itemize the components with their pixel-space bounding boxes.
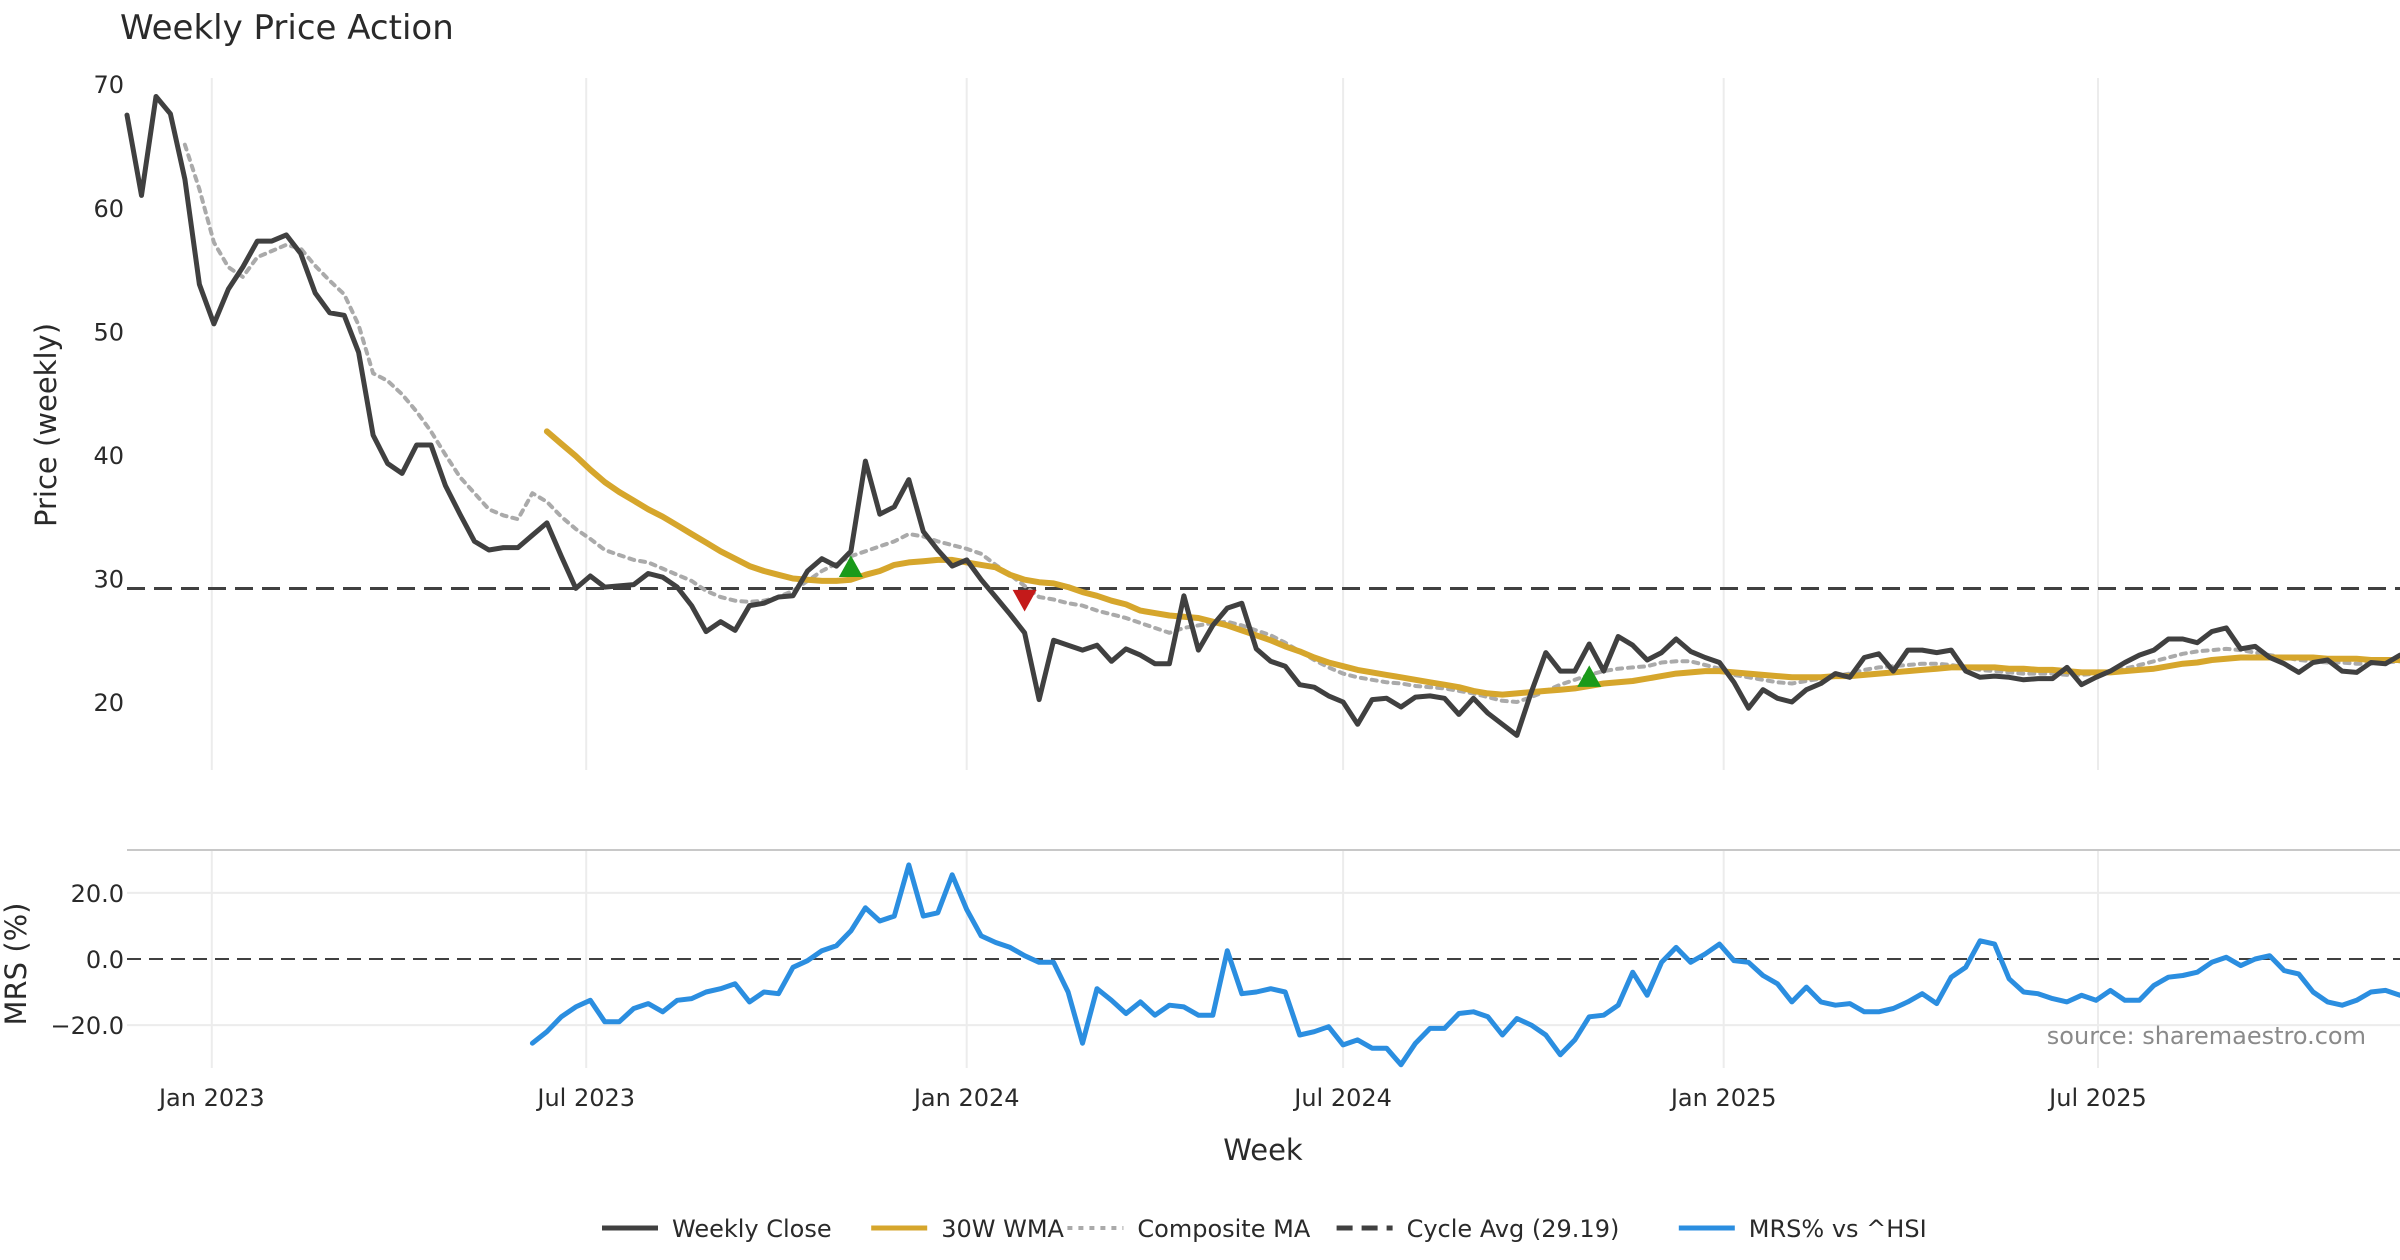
legend: Weekly Close 30W WMA Composite MA Cycle Avg… [602,1215,1927,1243]
buy-signal-marker [838,555,863,577]
legend-label: 30W WMA [941,1215,1064,1243]
x-tick-label: Jan 2024 [912,1084,1020,1112]
mrs-y-axis-label: MRS (%) [0,903,33,1026]
buy-signal-marker [1577,665,1602,687]
legend-item: MRS% vs ^HSI [1678,1215,1927,1243]
mrs-y-ticks: 20.0 0.0 −20.0 [50,880,124,1040]
x-axis-label: Week [1223,1133,1303,1167]
legend-item: 30W WMA [871,1215,1065,1243]
wma-30w-line [543,428,2400,698]
mrs-grid [127,850,2400,1068]
weekly-close-line [124,94,2400,738]
legend-label: Cycle Avg (29.19) [1407,1215,1620,1243]
chart-title: Weekly Price Action [120,8,454,48]
legend-item: Cycle Avg (29.19) [1336,1215,1620,1243]
legend-item: Composite MA [1067,1215,1311,1243]
legend-item: Weekly Close [602,1215,832,1243]
x-tick-label: Jul 2023 [535,1084,635,1112]
price-series [124,94,2400,738]
mrs-y-tick-label: 0.0 [86,946,124,974]
price-markers [838,555,1602,687]
mrs-line [529,862,2400,1068]
x-tick-label: Jul 2024 [1292,1084,1392,1112]
price-y-tick-label: 30 [93,566,124,594]
x-tick-label: Jan 2025 [1669,1084,1777,1112]
legend-label: Weekly Close [672,1215,832,1243]
price-y-tick-label: 60 [93,195,124,223]
price-y-axis-label: Price (weekly) [29,323,63,527]
legend-label: MRS% vs ^HSI [1749,1215,1927,1243]
price-y-tick-label: 20 [93,689,124,717]
legend-label: Composite MA [1137,1215,1310,1243]
price-y-ticks: 20 30 40 50 60 70 [93,71,124,717]
mrs-y-tick-label: −20.0 [50,1012,124,1040]
x-tick-label: Jan 2023 [157,1084,265,1112]
price-y-tick-label: 50 [93,318,124,346]
mrs-series [529,862,2400,1068]
source-note: source: sharemaestro.com [2047,1022,2366,1050]
price-y-tick-label: 70 [93,71,124,99]
x-tick-label: Jul 2025 [2047,1084,2147,1112]
price-y-tick-label: 40 [93,442,124,470]
sell-signal-marker [1012,589,1037,612]
x-axis-ticks: Jan 2023 Jul 2023 Jan 2024 Jul 2024 Jan 2025… [157,1084,2147,1112]
price-grid [210,78,2099,770]
mrs-y-tick-label: 20.0 [71,880,124,908]
